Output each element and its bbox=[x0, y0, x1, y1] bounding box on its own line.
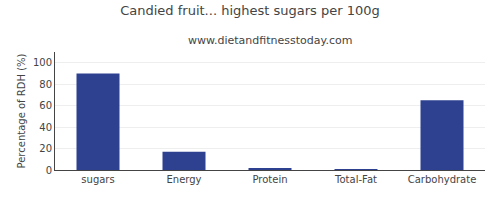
svg-text:Energy: Energy bbox=[166, 174, 201, 185]
svg-text:sugars: sugars bbox=[81, 174, 114, 185]
svg-text:Candied fruit... highest sugar: Candied fruit... highest sugars per 100g bbox=[120, 3, 380, 18]
svg-text:60: 60 bbox=[39, 100, 52, 111]
svg-text:Carbohydrate: Carbohydrate bbox=[408, 174, 477, 185]
svg-text:100: 100 bbox=[33, 57, 52, 68]
svg-text:www.dietandfitnesstoday.com: www.dietandfitnesstoday.com bbox=[188, 34, 352, 47]
svg-text:Total-Fat: Total-Fat bbox=[334, 174, 377, 185]
svg-text:20: 20 bbox=[39, 143, 52, 154]
svg-text:40: 40 bbox=[39, 122, 52, 133]
svg-text:80: 80 bbox=[39, 79, 52, 90]
svg-text:0: 0 bbox=[46, 165, 52, 176]
svg-text:Percentage of RDH (%): Percentage of RDH (%) bbox=[16, 53, 27, 168]
svg-text:Protein: Protein bbox=[252, 174, 287, 185]
